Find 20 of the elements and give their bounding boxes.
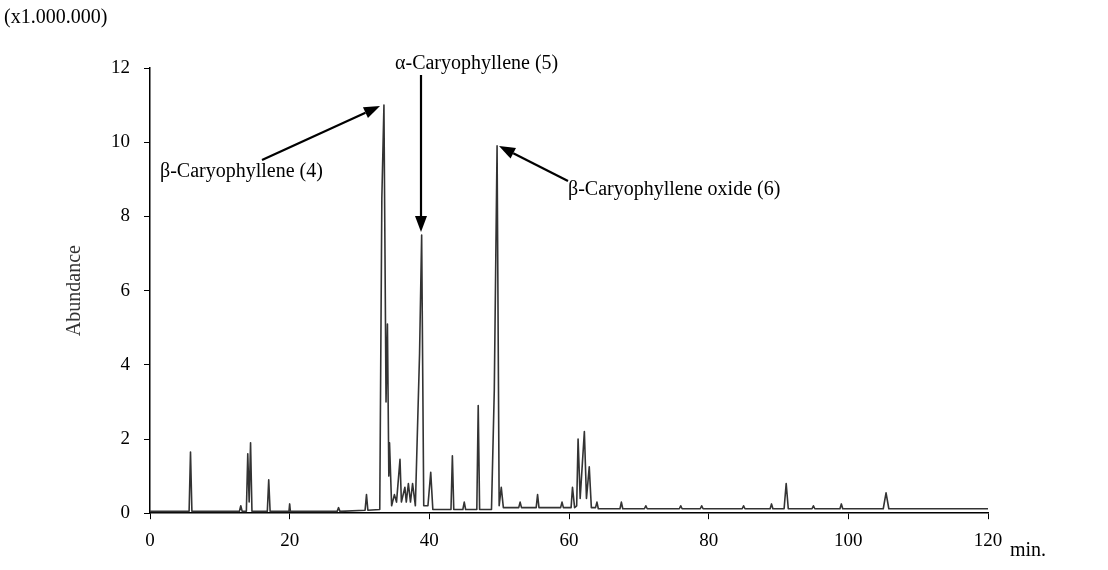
y-tick-label: 12: [111, 55, 130, 77]
annotation: β-Caryophyllene oxide (6): [568, 177, 781, 201]
x-axis-title: min.: [1010, 538, 1047, 561]
x-tick-label: 20: [280, 528, 300, 550]
y-tick-label: 8: [120, 204, 130, 226]
x-tick-label: 80: [699, 528, 719, 550]
x-tick-label: 60: [559, 528, 579, 550]
y-tick-label: 6: [120, 278, 130, 300]
x-tick-label: 40: [419, 528, 439, 550]
x-tick-label: 0: [145, 528, 155, 550]
text: (x1.000.000): [4, 5, 108, 29]
annotation: β-Caryophyllene (4): [160, 159, 323, 183]
x-tick-label: 100: [834, 528, 863, 550]
x-tick-label: 120: [973, 528, 1003, 550]
annotation: α-Caryophyllene (5): [395, 51, 559, 75]
y-axis-title: Abundance: [62, 244, 85, 337]
y-tick-label: 10: [111, 130, 130, 152]
y-tick-label: 0: [120, 501, 130, 523]
y-tick-label: 2: [120, 426, 130, 448]
y-tick-label: 4: [120, 352, 131, 374]
